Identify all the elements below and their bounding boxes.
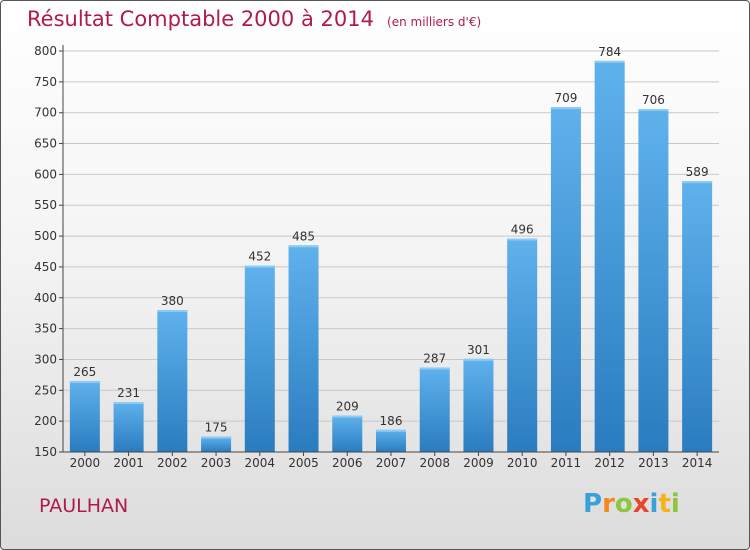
- x-tick-label: 2010: [507, 456, 538, 470]
- bar: [376, 429, 406, 452]
- bar: [157, 310, 188, 452]
- x-tick-label: 2008: [419, 456, 450, 470]
- x-tick-label: 2013: [638, 456, 669, 470]
- bar-highlight: [638, 108, 669, 111]
- bar: [682, 181, 713, 452]
- logo-letter: o: [614, 489, 633, 519]
- data-label: 589: [686, 165, 709, 179]
- x-tick-label: 2012: [594, 456, 625, 470]
- y-tick-label: 600: [34, 167, 57, 181]
- bar: [332, 415, 363, 452]
- logo-letter: r: [602, 489, 615, 519]
- data-label: 265: [73, 365, 96, 379]
- town-label: PAULHAN: [39, 495, 129, 517]
- x-tick-label: 2002: [157, 456, 188, 470]
- y-tick-label: 300: [34, 352, 57, 366]
- bar: [69, 381, 100, 452]
- data-label: 301: [467, 343, 490, 357]
- bar-highlight: [244, 265, 275, 268]
- data-label: 452: [248, 250, 271, 264]
- bar-highlight: [376, 429, 406, 432]
- x-tick-label: 2014: [682, 456, 713, 470]
- logo-letter: P: [583, 489, 603, 519]
- bar: [244, 265, 275, 452]
- bar-highlight: [507, 238, 538, 241]
- x-tick-label: 2003: [201, 456, 232, 470]
- data-label: 186: [380, 414, 403, 428]
- bar-highlight: [288, 245, 319, 248]
- bar: [288, 245, 319, 452]
- bar-highlight: [594, 60, 625, 63]
- y-tick-label: 800: [34, 44, 57, 58]
- bar-highlight: [69, 381, 100, 384]
- bar-highlight: [332, 415, 363, 418]
- proxiti-logo: Proxiti: [583, 489, 680, 519]
- logo-letter: x: [632, 489, 650, 519]
- y-tick-label: 250: [34, 383, 57, 397]
- x-tick-label: 2004: [245, 456, 276, 470]
- x-tick-label: 2007: [376, 456, 407, 470]
- bar: [507, 238, 538, 452]
- bar: [594, 60, 625, 453]
- y-tick-label: 500: [34, 229, 57, 243]
- data-label: 709: [554, 91, 577, 105]
- bar-highlight: [157, 310, 188, 313]
- data-label: 784: [598, 45, 621, 59]
- bar: [113, 402, 144, 452]
- y-tick-label: 150: [34, 445, 57, 459]
- data-label: 209: [336, 400, 359, 414]
- bar-highlight: [550, 107, 581, 110]
- data-label: 380: [161, 294, 184, 308]
- y-tick-label: 700: [34, 106, 57, 120]
- data-label: 485: [292, 229, 315, 243]
- bar-highlight: [682, 181, 713, 184]
- data-label: 287: [423, 351, 446, 365]
- x-tick-label: 2011: [551, 456, 582, 470]
- data-label: 175: [205, 421, 228, 435]
- x-tick-label: 2006: [332, 456, 363, 470]
- x-tick-label: 2001: [113, 456, 144, 470]
- chart-title: Résultat Comptable 2000 à 2014 (en milli…: [27, 7, 481, 31]
- chart-subtitle: (en milliers d'€): [387, 15, 482, 29]
- bar: [201, 436, 232, 452]
- y-tick-label: 450: [34, 260, 57, 274]
- bar: [638, 108, 669, 452]
- bar-highlight: [463, 358, 494, 361]
- data-label: 231: [117, 386, 140, 400]
- y-tick-label: 750: [34, 75, 57, 89]
- chart-title-main: Résultat Comptable 2000 à 2014: [27, 7, 374, 31]
- y-tick-label: 400: [34, 291, 57, 305]
- data-label: 706: [642, 93, 665, 107]
- bar-highlight: [113, 402, 144, 405]
- bar: [463, 358, 494, 452]
- logo-letter: i: [649, 489, 659, 519]
- logo-letter: i: [670, 489, 680, 519]
- x-tick-label: 2005: [288, 456, 319, 470]
- bar-highlight: [201, 436, 232, 439]
- y-tick-label: 650: [34, 137, 57, 151]
- bar-highlight: [419, 367, 450, 370]
- x-tick-label: 2000: [70, 456, 101, 470]
- bar: [550, 107, 581, 452]
- x-tick-label: 2009: [463, 456, 494, 470]
- y-tick-label: 350: [34, 322, 57, 336]
- logo-letter: t: [658, 489, 671, 519]
- bar: [419, 367, 450, 452]
- y-tick-label: 550: [34, 198, 57, 212]
- data-label: 496: [511, 223, 534, 237]
- y-tick-label: 200: [34, 414, 57, 428]
